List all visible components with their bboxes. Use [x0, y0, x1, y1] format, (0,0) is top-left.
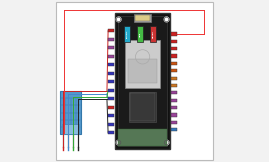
Bar	[108, 80, 114, 83]
Bar	[60, 91, 81, 134]
Bar	[108, 89, 114, 92]
Bar	[171, 128, 177, 131]
Text: USB: USB	[140, 31, 141, 37]
Bar	[118, 16, 167, 146]
Bar	[171, 32, 177, 36]
Circle shape	[116, 17, 121, 22]
Bar	[134, 14, 151, 22]
Bar	[125, 40, 160, 88]
Circle shape	[164, 17, 169, 22]
Bar	[171, 84, 177, 87]
Bar	[118, 129, 167, 146]
Bar	[171, 98, 177, 102]
Bar	[108, 46, 114, 49]
Text: RESET: RESET	[153, 30, 154, 38]
Bar	[171, 106, 177, 109]
Bar	[108, 106, 114, 109]
Bar	[129, 59, 157, 83]
Bar	[108, 123, 114, 126]
Bar	[171, 47, 177, 50]
Bar	[135, 15, 150, 21]
Bar	[171, 91, 177, 94]
Bar	[108, 55, 114, 58]
Text: FLASH: FLASH	[127, 30, 128, 38]
Bar	[171, 69, 177, 72]
Bar	[171, 40, 177, 43]
Bar	[108, 38, 114, 41]
Bar	[130, 93, 155, 121]
Bar	[108, 131, 114, 134]
Bar	[108, 97, 114, 100]
Bar	[150, 26, 156, 42]
Circle shape	[116, 140, 121, 145]
Bar	[108, 63, 114, 66]
Circle shape	[164, 140, 169, 145]
Bar	[171, 121, 177, 124]
Bar	[108, 72, 114, 75]
Bar	[129, 92, 156, 122]
Bar	[115, 13, 170, 149]
Bar	[171, 54, 177, 58]
Bar	[62, 124, 79, 134]
Bar	[137, 26, 143, 42]
Bar	[171, 76, 177, 80]
Bar	[171, 62, 177, 65]
Bar	[171, 113, 177, 116]
Bar	[124, 26, 130, 42]
Bar	[108, 114, 114, 117]
Bar	[108, 29, 114, 32]
